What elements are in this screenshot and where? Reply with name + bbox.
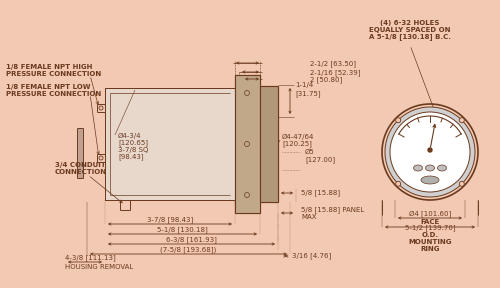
Circle shape: [460, 118, 464, 123]
Text: [98.43]: [98.43]: [118, 154, 144, 160]
Circle shape: [428, 148, 432, 152]
Circle shape: [460, 181, 464, 186]
Text: 5-1/8 [130.18]: 5-1/8 [130.18]: [157, 227, 208, 233]
Text: Ø4-3/4: Ø4-3/4: [118, 133, 142, 139]
Text: 6-3/8 [161.93]: 6-3/8 [161.93]: [166, 237, 217, 243]
Text: [120.65]: [120.65]: [118, 140, 148, 146]
Text: Ø4-47/64: Ø4-47/64: [282, 134, 314, 140]
Bar: [260, 86, 278, 202]
Text: 3/4 CONDUIT
CONNECTION: 3/4 CONDUIT CONNECTION: [55, 162, 107, 175]
Text: [120.25]: [120.25]: [282, 141, 312, 147]
Text: MAX: MAX: [301, 214, 316, 220]
Circle shape: [390, 112, 470, 192]
Text: MOUNTING: MOUNTING: [408, 239, 452, 245]
Circle shape: [396, 181, 400, 186]
Text: FACE: FACE: [420, 219, 440, 225]
Text: 5/8 [15.88]: 5/8 [15.88]: [301, 190, 340, 196]
Text: 3/16 [4.76]: 3/16 [4.76]: [292, 253, 331, 259]
Ellipse shape: [421, 176, 439, 184]
Text: 2-1/16 [52.39]: 2-1/16 [52.39]: [310, 70, 360, 76]
Text: (7-5/8 [193.68]): (7-5/8 [193.68]): [160, 247, 216, 253]
Text: O.D.: O.D.: [422, 232, 438, 238]
Circle shape: [396, 118, 400, 123]
Text: [31.75]: [31.75]: [295, 91, 320, 97]
Text: 1/8 FEMALE NPT HIGH
PRESSURE CONNECTION: 1/8 FEMALE NPT HIGH PRESSURE CONNECTION: [6, 63, 101, 77]
Ellipse shape: [438, 165, 446, 171]
Text: [127.00]: [127.00]: [305, 157, 335, 163]
Text: HOUSING REMOVAL: HOUSING REMOVAL: [65, 264, 133, 270]
Text: 3-7/8 SQ: 3-7/8 SQ: [118, 147, 148, 153]
Text: 3-7/8 [98.43]: 3-7/8 [98.43]: [147, 217, 193, 223]
Text: 5/8 [15.88] PANEL: 5/8 [15.88] PANEL: [301, 206, 364, 213]
Text: 1-1/4: 1-1/4: [295, 82, 313, 88]
Text: Ø4 [101.60]: Ø4 [101.60]: [409, 211, 451, 217]
Text: 4-3/8 [111.13]: 4-3/8 [111.13]: [65, 255, 116, 262]
Bar: [105, 88, 235, 200]
Ellipse shape: [414, 165, 422, 171]
Circle shape: [385, 107, 475, 197]
Bar: [235, 75, 260, 213]
Text: 2 [50.80]: 2 [50.80]: [310, 77, 342, 83]
Text: 2-1/2 [63.50]: 2-1/2 [63.50]: [310, 61, 356, 67]
Text: 5-1/2 [139.70]: 5-1/2 [139.70]: [404, 225, 456, 231]
Text: RING: RING: [420, 246, 440, 252]
Text: Ø5: Ø5: [305, 149, 315, 155]
Text: 1/8 FEMALE NPT LOW
PRESSURE CONNECTION: 1/8 FEMALE NPT LOW PRESSURE CONNECTION: [6, 84, 101, 96]
Ellipse shape: [426, 165, 434, 171]
Text: (4) 6-32 HOLES
EQUALLY SPACED ON
A 5-1/8 [130.18] B.C.: (4) 6-32 HOLES EQUALLY SPACED ON A 5-1/8…: [369, 20, 451, 41]
